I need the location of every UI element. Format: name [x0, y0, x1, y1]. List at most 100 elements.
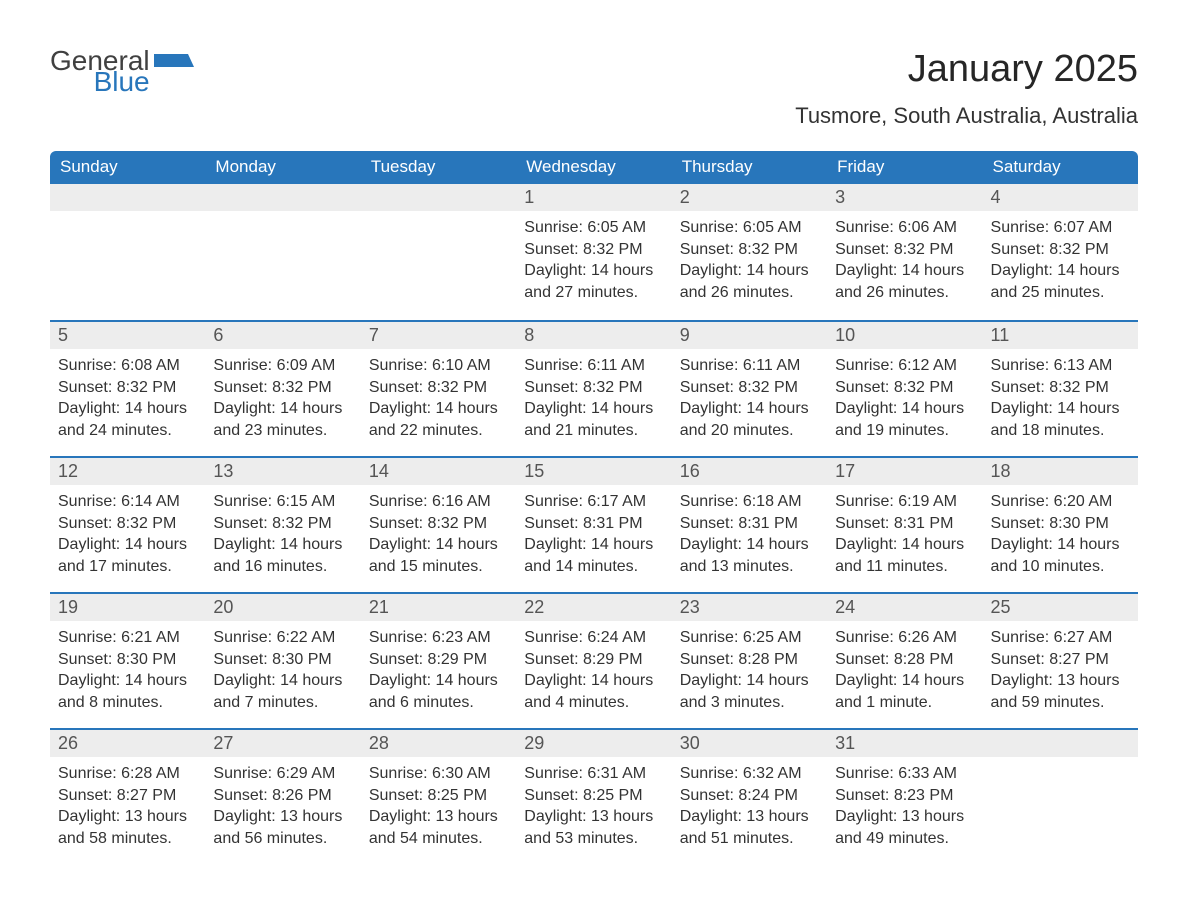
- day-cell: 24Sunrise: 6:26 AMSunset: 8:28 PMDayligh…: [827, 594, 982, 728]
- day-cell: 1Sunrise: 6:05 AMSunset: 8:32 PMDaylight…: [516, 184, 671, 320]
- day-cell: 25Sunrise: 6:27 AMSunset: 8:27 PMDayligh…: [983, 594, 1138, 728]
- day-body: Sunrise: 6:21 AMSunset: 8:30 PMDaylight:…: [50, 621, 205, 727]
- daylight-text: Daylight: 14 hours and 7 minutes.: [213, 670, 352, 713]
- day-cell: 23Sunrise: 6:25 AMSunset: 8:28 PMDayligh…: [672, 594, 827, 728]
- weekday-header: Friday: [827, 151, 982, 184]
- sunset-text: Sunset: 8:29 PM: [524, 649, 663, 671]
- sunrise-text: Sunrise: 6:16 AM: [369, 491, 508, 513]
- sunset-text: Sunset: 8:32 PM: [369, 377, 508, 399]
- day-body: Sunrise: 6:16 AMSunset: 8:32 PMDaylight:…: [361, 485, 516, 591]
- daylight-text: Daylight: 14 hours and 25 minutes.: [991, 260, 1130, 303]
- header: General Blue January 2025 Tusmore, South…: [50, 48, 1138, 143]
- day-cell: 3Sunrise: 6:06 AMSunset: 8:32 PMDaylight…: [827, 184, 982, 320]
- day-number: 10: [827, 322, 982, 349]
- day-body: Sunrise: 6:28 AMSunset: 8:27 PMDaylight:…: [50, 757, 205, 863]
- day-number: 2: [672, 184, 827, 211]
- day-cell: 31Sunrise: 6:33 AMSunset: 8:23 PMDayligh…: [827, 730, 982, 864]
- calendar: SundayMondayTuesdayWednesdayThursdayFrid…: [50, 151, 1138, 864]
- sunrise-text: Sunrise: 6:19 AM: [835, 491, 974, 513]
- sunset-text: Sunset: 8:32 PM: [58, 377, 197, 399]
- sunrise-text: Sunrise: 6:15 AM: [213, 491, 352, 513]
- day-body: Sunrise: 6:05 AMSunset: 8:32 PMDaylight:…: [516, 211, 671, 317]
- sunrise-text: Sunrise: 6:25 AM: [680, 627, 819, 649]
- sunrise-text: Sunrise: 6:31 AM: [524, 763, 663, 785]
- weekday-header-row: SundayMondayTuesdayWednesdayThursdayFrid…: [50, 151, 1138, 184]
- sunset-text: Sunset: 8:32 PM: [213, 377, 352, 399]
- logo-flag-icon: [154, 54, 194, 85]
- daylight-text: Daylight: 14 hours and 10 minutes.: [991, 534, 1130, 577]
- daylight-text: Daylight: 14 hours and 26 minutes.: [835, 260, 974, 303]
- day-body: Sunrise: 6:27 AMSunset: 8:27 PMDaylight:…: [983, 621, 1138, 727]
- daylight-text: Daylight: 14 hours and 18 minutes.: [991, 398, 1130, 441]
- day-number: 8: [516, 322, 671, 349]
- day-cell: 13Sunrise: 6:15 AMSunset: 8:32 PMDayligh…: [205, 458, 360, 592]
- daylight-text: Daylight: 13 hours and 54 minutes.: [369, 806, 508, 849]
- day-number: [50, 184, 205, 211]
- day-cell: 8Sunrise: 6:11 AMSunset: 8:32 PMDaylight…: [516, 322, 671, 456]
- day-cell: 4 Sunrise: 6:07 AMSunset: 8:32 PMDaylight…: [983, 184, 1138, 320]
- week-row: 1Sunrise: 6:05 AMSunset: 8:32 PMDaylight…: [50, 184, 1138, 320]
- day-number: 15: [516, 458, 671, 485]
- sunrise-text: Sunrise: 6:05 AM: [680, 217, 819, 239]
- day-number: 20: [205, 594, 360, 621]
- day-number: 17: [827, 458, 982, 485]
- sunset-text: Sunset: 8:27 PM: [991, 649, 1130, 671]
- day-body: Sunrise: 6:15 AMSunset: 8:32 PMDaylight:…: [205, 485, 360, 591]
- sunrise-text: Sunrise: 6:14 AM: [58, 491, 197, 513]
- sunrise-text: Sunrise: 6:17 AM: [524, 491, 663, 513]
- day-number: 1: [516, 184, 671, 211]
- daylight-text: Daylight: 14 hours and 20 minutes.: [680, 398, 819, 441]
- logo-blue: Blue: [94, 69, 150, 94]
- sunrise-text: Sunrise: 6:29 AM: [213, 763, 352, 785]
- day-number: 12: [50, 458, 205, 485]
- day-number: 22: [516, 594, 671, 621]
- day-cell: 14Sunrise: 6:16 AMSunset: 8:32 PMDayligh…: [361, 458, 516, 592]
- sunrise-text: Sunrise: 6:11 AM: [524, 355, 663, 377]
- day-number: 18: [983, 458, 1138, 485]
- day-body: Sunrise: 6:20 AMSunset: 8:30 PMDaylight:…: [983, 485, 1138, 591]
- sunrise-text: Sunrise: 6:07 AM: [991, 217, 1130, 239]
- day-body: Sunrise: 6:23 AMSunset: 8:29 PMDaylight:…: [361, 621, 516, 727]
- day-number: 23: [672, 594, 827, 621]
- sunrise-text: Sunrise: 6:10 AM: [369, 355, 508, 377]
- day-cell: [983, 730, 1138, 864]
- sunrise-text: Sunrise: 6:30 AM: [369, 763, 508, 785]
- sunset-text: Sunset: 8:32 PM: [835, 377, 974, 399]
- day-cell: 16Sunrise: 6:18 AMSunset: 8:31 PMDayligh…: [672, 458, 827, 592]
- daylight-text: Daylight: 14 hours and 16 minutes.: [213, 534, 352, 577]
- day-number: 7: [361, 322, 516, 349]
- daylight-text: Daylight: 14 hours and 11 minutes.: [835, 534, 974, 577]
- day-body: Sunrise: 6:24 AMSunset: 8:29 PMDaylight:…: [516, 621, 671, 727]
- sunset-text: Sunset: 8:32 PM: [369, 513, 508, 535]
- weekday-header: Monday: [205, 151, 360, 184]
- location: Tusmore, South Australia, Australia: [795, 103, 1138, 129]
- sunset-text: Sunset: 8:30 PM: [991, 513, 1130, 535]
- sunset-text: Sunset: 8:32 PM: [991, 239, 1130, 261]
- day-number: 4: [983, 184, 1138, 211]
- day-number: 25: [983, 594, 1138, 621]
- daylight-text: Daylight: 13 hours and 56 minutes.: [213, 806, 352, 849]
- sunrise-text: Sunrise: 6:27 AM: [991, 627, 1130, 649]
- day-number: 28: [361, 730, 516, 757]
- day-cell: 6Sunrise: 6:09 AMSunset: 8:32 PMDaylight…: [205, 322, 360, 456]
- daylight-text: Daylight: 14 hours and 14 minutes.: [524, 534, 663, 577]
- daylight-text: Daylight: 14 hours and 4 minutes.: [524, 670, 663, 713]
- sunset-text: Sunset: 8:32 PM: [680, 239, 819, 261]
- sunrise-text: Sunrise: 6:09 AM: [213, 355, 352, 377]
- day-cell: 29Sunrise: 6:31 AMSunset: 8:25 PMDayligh…: [516, 730, 671, 864]
- day-number: 26: [50, 730, 205, 757]
- daylight-text: Daylight: 14 hours and 13 minutes.: [680, 534, 819, 577]
- day-cell: 27Sunrise: 6:29 AMSunset: 8:26 PMDayligh…: [205, 730, 360, 864]
- day-cell: 5Sunrise: 6:08 AMSunset: 8:32 PMDaylight…: [50, 322, 205, 456]
- daylight-text: Daylight: 14 hours and 22 minutes.: [369, 398, 508, 441]
- weekday-header: Tuesday: [361, 151, 516, 184]
- week-row: 12 Sunrise: 6:14 AM Sunset: 8:32 PM Dayligh…: [50, 456, 1138, 592]
- day-body: Sunrise: 6:32 AMSunset: 8:24 PMDaylight:…: [672, 757, 827, 863]
- day-number: 24: [827, 594, 982, 621]
- daylight-text: Daylight: 13 hours and 51 minutes.: [680, 806, 819, 849]
- daylight-text: Daylight: 14 hours and 3 minutes.: [680, 670, 819, 713]
- weekday-header: Saturday: [983, 151, 1138, 184]
- week-row: 26Sunrise: 6:28 AMSunset: 8:27 PMDayligh…: [50, 728, 1138, 864]
- day-number: 13: [205, 458, 360, 485]
- sunset-text: Sunset: 8:32 PM: [524, 377, 663, 399]
